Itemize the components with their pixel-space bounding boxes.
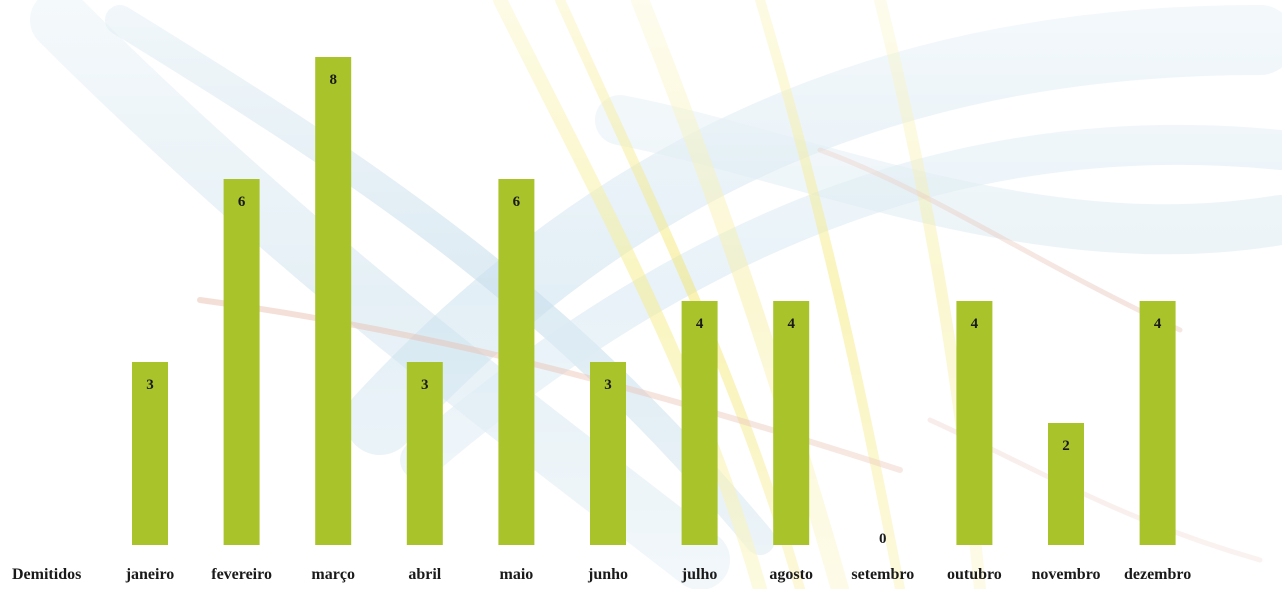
data-label-11: 4 (1154, 316, 1162, 332)
bar-6 (681, 301, 718, 545)
data-labels-group: 3 6 8 3 6 3 4 4 0 4 2 4 (146, 72, 1162, 547)
data-label-8: 0 (879, 531, 887, 547)
data-label-2: 8 (329, 72, 337, 88)
category-label-4: maio (500, 566, 534, 583)
data-label-5: 3 (604, 377, 612, 393)
data-label-6: 4 (696, 316, 704, 332)
bar-0 (132, 362, 168, 545)
category-labels-group: janeiro fevereiro março abril maio junho julho… (125, 566, 1192, 583)
data-label-0: 3 (146, 377, 154, 393)
bar-5 (590, 362, 626, 545)
data-label-10: 2 (1062, 438, 1070, 454)
category-label-0: janeiro (125, 566, 175, 583)
bar-2 (315, 57, 352, 545)
category-label-5: junho (587, 566, 628, 583)
bar-4 (498, 179, 535, 545)
category-label-3: abril (408, 566, 441, 583)
category-label-8: setembro (851, 566, 914, 583)
bar-1 (223, 179, 260, 545)
category-label-10: novembro (1031, 566, 1100, 583)
data-label-3: 3 (421, 377, 429, 393)
bar-10 (1048, 423, 1084, 545)
category-label-6: julho (681, 566, 718, 583)
category-label-11: dezembro (1124, 566, 1191, 583)
bar-7 (773, 301, 810, 545)
bar-3 (406, 362, 443, 545)
category-label-9: outubro (947, 566, 1002, 583)
data-label-4: 6 (513, 194, 521, 210)
bar-11 (1139, 301, 1176, 545)
data-label-9: 4 (971, 316, 979, 332)
category-label-1: fevereiro (211, 566, 272, 583)
data-label-7: 4 (787, 316, 795, 332)
category-label-7: agosto (769, 566, 813, 583)
bars-group (132, 57, 1176, 545)
bar-9 (956, 301, 993, 545)
data-label-1: 6 (238, 194, 246, 210)
series-label: Demitidos (12, 566, 81, 583)
category-label-2: março (311, 566, 355, 583)
